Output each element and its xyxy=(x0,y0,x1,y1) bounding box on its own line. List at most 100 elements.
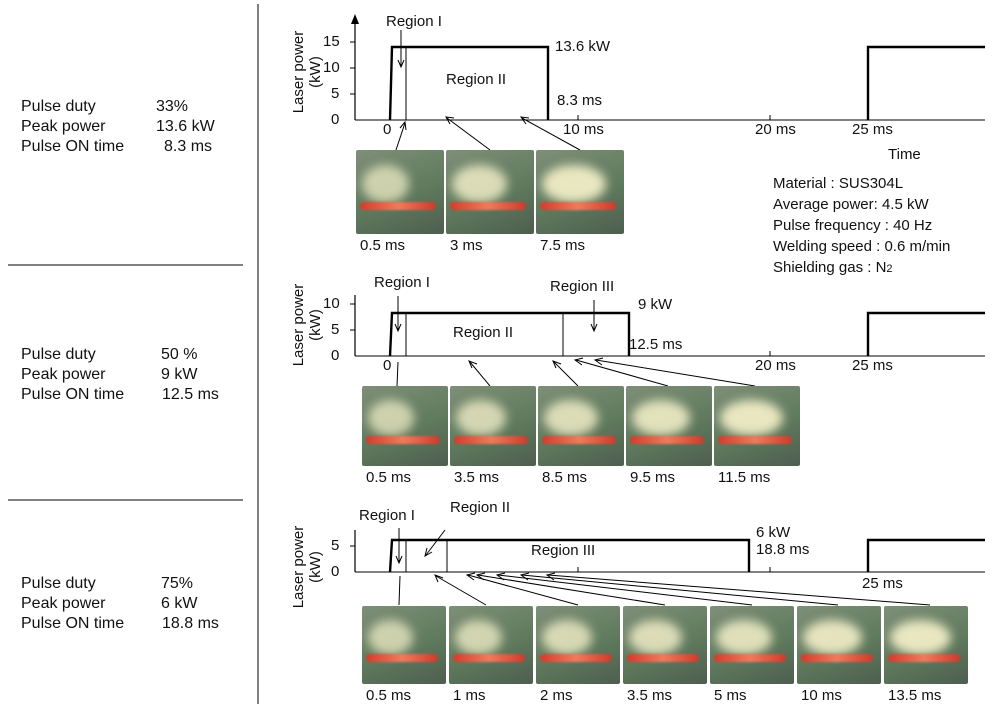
weld-bead xyxy=(453,654,525,663)
weld-photo xyxy=(536,150,624,234)
pulse-on-time-label: Pulse ON time xyxy=(21,386,125,403)
plume xyxy=(455,620,503,656)
weld-bead xyxy=(718,435,792,444)
photo-time-label: 3.5 ms xyxy=(627,687,673,704)
y-tick: 0 xyxy=(331,563,340,580)
weld-bead xyxy=(627,654,699,663)
welding-speed: Welding speed : 0.6 m/min xyxy=(773,238,951,255)
panel-3-axes xyxy=(350,530,985,573)
x-tick: 25 ms xyxy=(852,357,893,374)
plume xyxy=(890,620,952,656)
photo-time-label: 3 ms xyxy=(450,237,483,254)
pulse-on-time-value: 12.5 ms xyxy=(162,386,219,403)
x-axis-title: Time xyxy=(888,146,921,163)
x-tick: 20 ms xyxy=(755,357,796,374)
average-power: Average power: 4.5 kW xyxy=(773,196,929,213)
plume xyxy=(720,400,783,437)
weld-photo xyxy=(362,386,448,466)
photo-time-label: 0.5 ms xyxy=(366,687,412,704)
y-tick: 10 xyxy=(323,59,340,76)
peak-power-label: Peak power xyxy=(21,366,106,383)
weld-photo xyxy=(446,150,534,234)
peak-power-value: 13.6 kW xyxy=(156,118,215,135)
shielding-gas: Shielding gas : N2 xyxy=(773,259,893,276)
weld-photo xyxy=(536,606,620,684)
panel-1-pulse xyxy=(388,45,985,121)
pulse-on-time-label: Pulse ON time xyxy=(21,138,125,155)
peak-power-annotation: 9 kW xyxy=(638,296,673,313)
weld-photo xyxy=(449,606,533,684)
weld-bead xyxy=(542,435,616,444)
plume xyxy=(716,620,772,656)
x-tick: 25 ms xyxy=(862,575,903,592)
pulse-on-time-value: 8.3 ms xyxy=(164,138,213,155)
photo-time-label: 0.5 ms xyxy=(366,469,412,486)
pulse-duty-label: Pulse duty xyxy=(21,98,96,115)
pulse-on-time-value: 18.8 ms xyxy=(162,615,219,632)
region-1-label: Region I xyxy=(359,507,415,524)
weld-photo xyxy=(884,606,968,684)
pulse-duty-value: 33% xyxy=(156,98,189,115)
plume xyxy=(803,620,862,656)
photo-time-label: 13.5 ms xyxy=(888,687,942,704)
region-3-label: Region III xyxy=(531,542,596,559)
weld-photo xyxy=(538,386,624,466)
weld-bead xyxy=(366,654,438,663)
peak-power-annotation: 6 kW xyxy=(756,524,791,541)
plume xyxy=(544,400,599,437)
pulse-on-time-label: Pulse ON time xyxy=(21,615,125,632)
y-tick: 5 xyxy=(331,321,340,338)
plume xyxy=(629,620,682,656)
photo-time-label: 8.5 ms xyxy=(542,469,588,486)
x-tick: 25 ms xyxy=(852,121,893,138)
plume xyxy=(452,165,508,203)
panel-3-y-axis-label: Laser power (kW) xyxy=(290,525,324,609)
weld-bead xyxy=(360,202,436,211)
material: Material : SUS304L xyxy=(773,175,904,192)
x-tick: 0 xyxy=(383,357,392,374)
x-tick: 0 xyxy=(383,121,392,138)
weld-bead xyxy=(366,435,440,444)
weld-bead xyxy=(450,202,526,211)
weld-photo xyxy=(626,386,712,466)
photo-time-label: 10 ms xyxy=(801,687,842,704)
plume xyxy=(368,400,414,437)
weld-photo xyxy=(362,606,446,684)
plume xyxy=(362,165,409,203)
peak-power-label: Peak power xyxy=(21,595,106,612)
photo-time-label: 5 ms xyxy=(714,687,747,704)
region-1-label: Region I xyxy=(386,13,442,30)
weld-photo xyxy=(710,606,794,684)
y-tick: 0 xyxy=(331,111,340,128)
pulse-duty-value: 75% xyxy=(161,575,194,592)
x-tick: 10 ms xyxy=(563,121,604,138)
photo-time-label: 7.5 ms xyxy=(540,237,586,254)
weld-bead xyxy=(801,654,873,663)
plume xyxy=(368,620,413,656)
weld-photo xyxy=(623,606,707,684)
weld-bead xyxy=(540,654,612,663)
photo-time-label: 2 ms xyxy=(540,687,573,704)
weld-bead xyxy=(540,202,616,211)
plume xyxy=(456,400,506,437)
on-time-annotation: 18.8 ms xyxy=(756,541,810,558)
weld-bead xyxy=(714,654,786,663)
weld-bead xyxy=(888,654,960,663)
panel-2-params: Pulse duty 50 % Peak power 9 kW Pulse ON t… xyxy=(21,345,219,405)
plume xyxy=(542,165,607,203)
panel-1-y-axis-label: Laser power (kW) xyxy=(290,30,324,114)
weld-bead xyxy=(454,435,528,444)
panel-2-y-axis-label: Laser power (kW) xyxy=(290,283,324,367)
panel-1-params: Pulse duty 33% Peak power 13.6 kW Pulse ON… xyxy=(21,97,215,157)
region-2-label: Region II xyxy=(450,499,511,516)
photo-time-label: 3.5 ms xyxy=(454,469,500,486)
pulse-frequency: Pulse frequency : 40 Hz xyxy=(773,217,933,234)
y-tick: 15 xyxy=(323,33,340,50)
weld-photo xyxy=(714,386,800,466)
on-time-annotation: 12.5 ms xyxy=(629,336,683,353)
panel-3-pulse xyxy=(388,538,985,573)
panel-1-arrows xyxy=(395,30,581,151)
pulse-duty-value: 50 % xyxy=(161,346,198,363)
region-3-label: Region III xyxy=(550,278,615,295)
